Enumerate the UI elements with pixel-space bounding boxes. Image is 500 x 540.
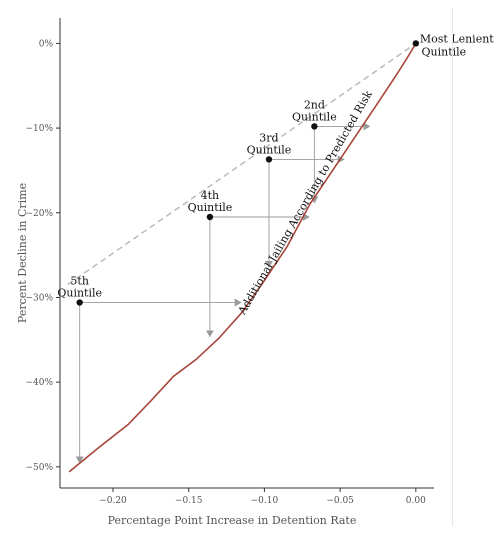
y-tick-label: −30% <box>25 293 53 303</box>
quintile-point <box>311 123 318 130</box>
detention-curve-line <box>68 42 417 473</box>
quintile-label-line2: Quintile <box>57 287 102 300</box>
y-axis-title: Percent Decline in Crime <box>16 183 29 323</box>
quintile-label-line2: Quintile <box>292 110 337 123</box>
quintile-point <box>76 299 83 306</box>
y-tick-label: −20% <box>25 209 53 219</box>
quintile-point <box>265 156 273 163</box>
quintile-label-line2: Quintile <box>247 143 292 156</box>
x-axis-title: Percentage Point Increase in Detention R… <box>108 514 357 527</box>
x-ticks: −0.20 −0.15 −0.10 −0.05 0.00 <box>99 488 426 506</box>
x-tick-label: −0.15 <box>175 496 203 506</box>
y-ticks: 0% −10% −20% −30% −40% −50% <box>25 39 60 473</box>
quintile-point <box>412 40 420 47</box>
x-tick-label: −0.05 <box>326 496 354 506</box>
y-tick-label: −40% <box>25 378 53 388</box>
quintile-guides <box>75 122 371 464</box>
quintile-labels: Most LenientQuintile2ndQuintile3rdQuinti… <box>57 32 494 299</box>
quintile-label-line2: Quintile <box>188 201 233 214</box>
quintile-label-line1: 5th <box>70 275 89 288</box>
quintile-label-line1: 2nd <box>304 98 325 111</box>
quintile-label-line2: Quintile <box>421 45 466 58</box>
quintile-points <box>76 40 420 306</box>
quintile-label-line1: 3rd <box>259 131 278 144</box>
x-tick-label: 0.00 <box>406 496 426 506</box>
dashed-connector-line <box>67 42 417 286</box>
quintile-label-line1: 4th <box>201 189 220 202</box>
x-tick-label: −0.10 <box>251 496 279 506</box>
quintile-label-line1: Most Lenient <box>420 32 494 45</box>
y-tick-label: −10% <box>25 124 53 134</box>
y-tick-label: −50% <box>25 463 53 473</box>
quintile-point <box>206 213 214 221</box>
x-tick-label: −0.20 <box>99 496 127 506</box>
y-tick-label: 0% <box>39 39 54 49</box>
panel-divider <box>452 8 453 526</box>
